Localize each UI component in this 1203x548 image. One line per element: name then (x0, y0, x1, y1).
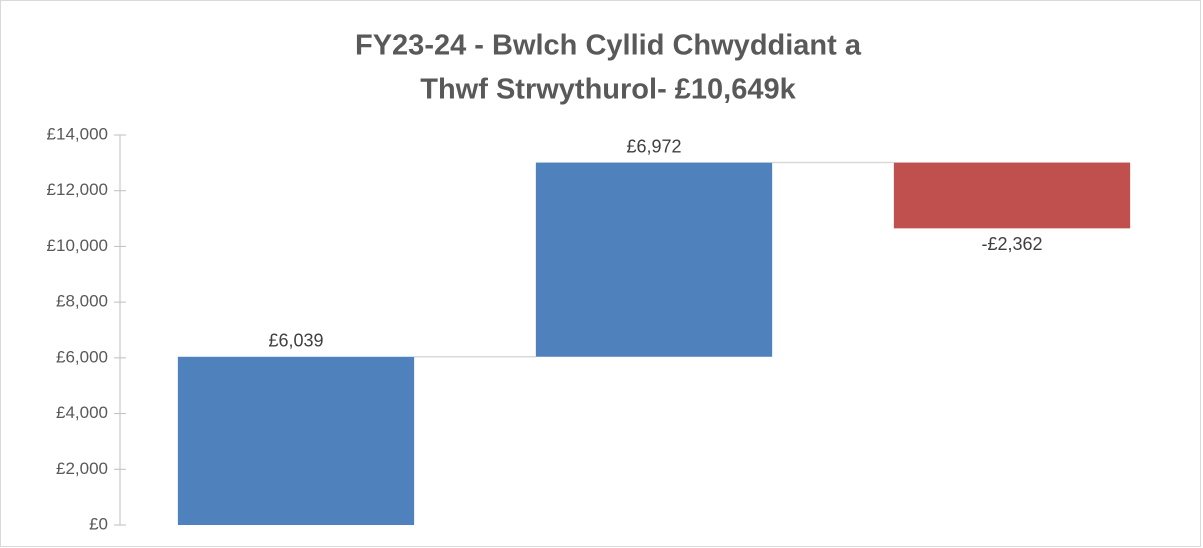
y-tick-label: £2,000 (56, 459, 108, 478)
y-tick-label: £10,000 (47, 236, 108, 255)
y-tick-label: £12,000 (47, 180, 108, 199)
value-label: £6,972 (626, 136, 681, 156)
y-tick-label: £6,000 (56, 347, 108, 366)
y-tick-label: £8,000 (56, 292, 108, 311)
value-label: -£2,362 (981, 234, 1042, 254)
y-tick-label: £4,000 (56, 403, 108, 422)
y-tick-label: £0 (89, 514, 108, 533)
value-label: £6,039 (268, 331, 323, 351)
chart-title: Thwf Strwythurol- £10,649k (420, 74, 796, 106)
chart-title: FY23-24 - Bwlch Cyllid Chwyddiant a (355, 30, 862, 62)
bar (177, 356, 415, 525)
bar (893, 162, 1131, 229)
y-tick-label: £14,000 (47, 124, 108, 143)
bar (535, 162, 773, 357)
